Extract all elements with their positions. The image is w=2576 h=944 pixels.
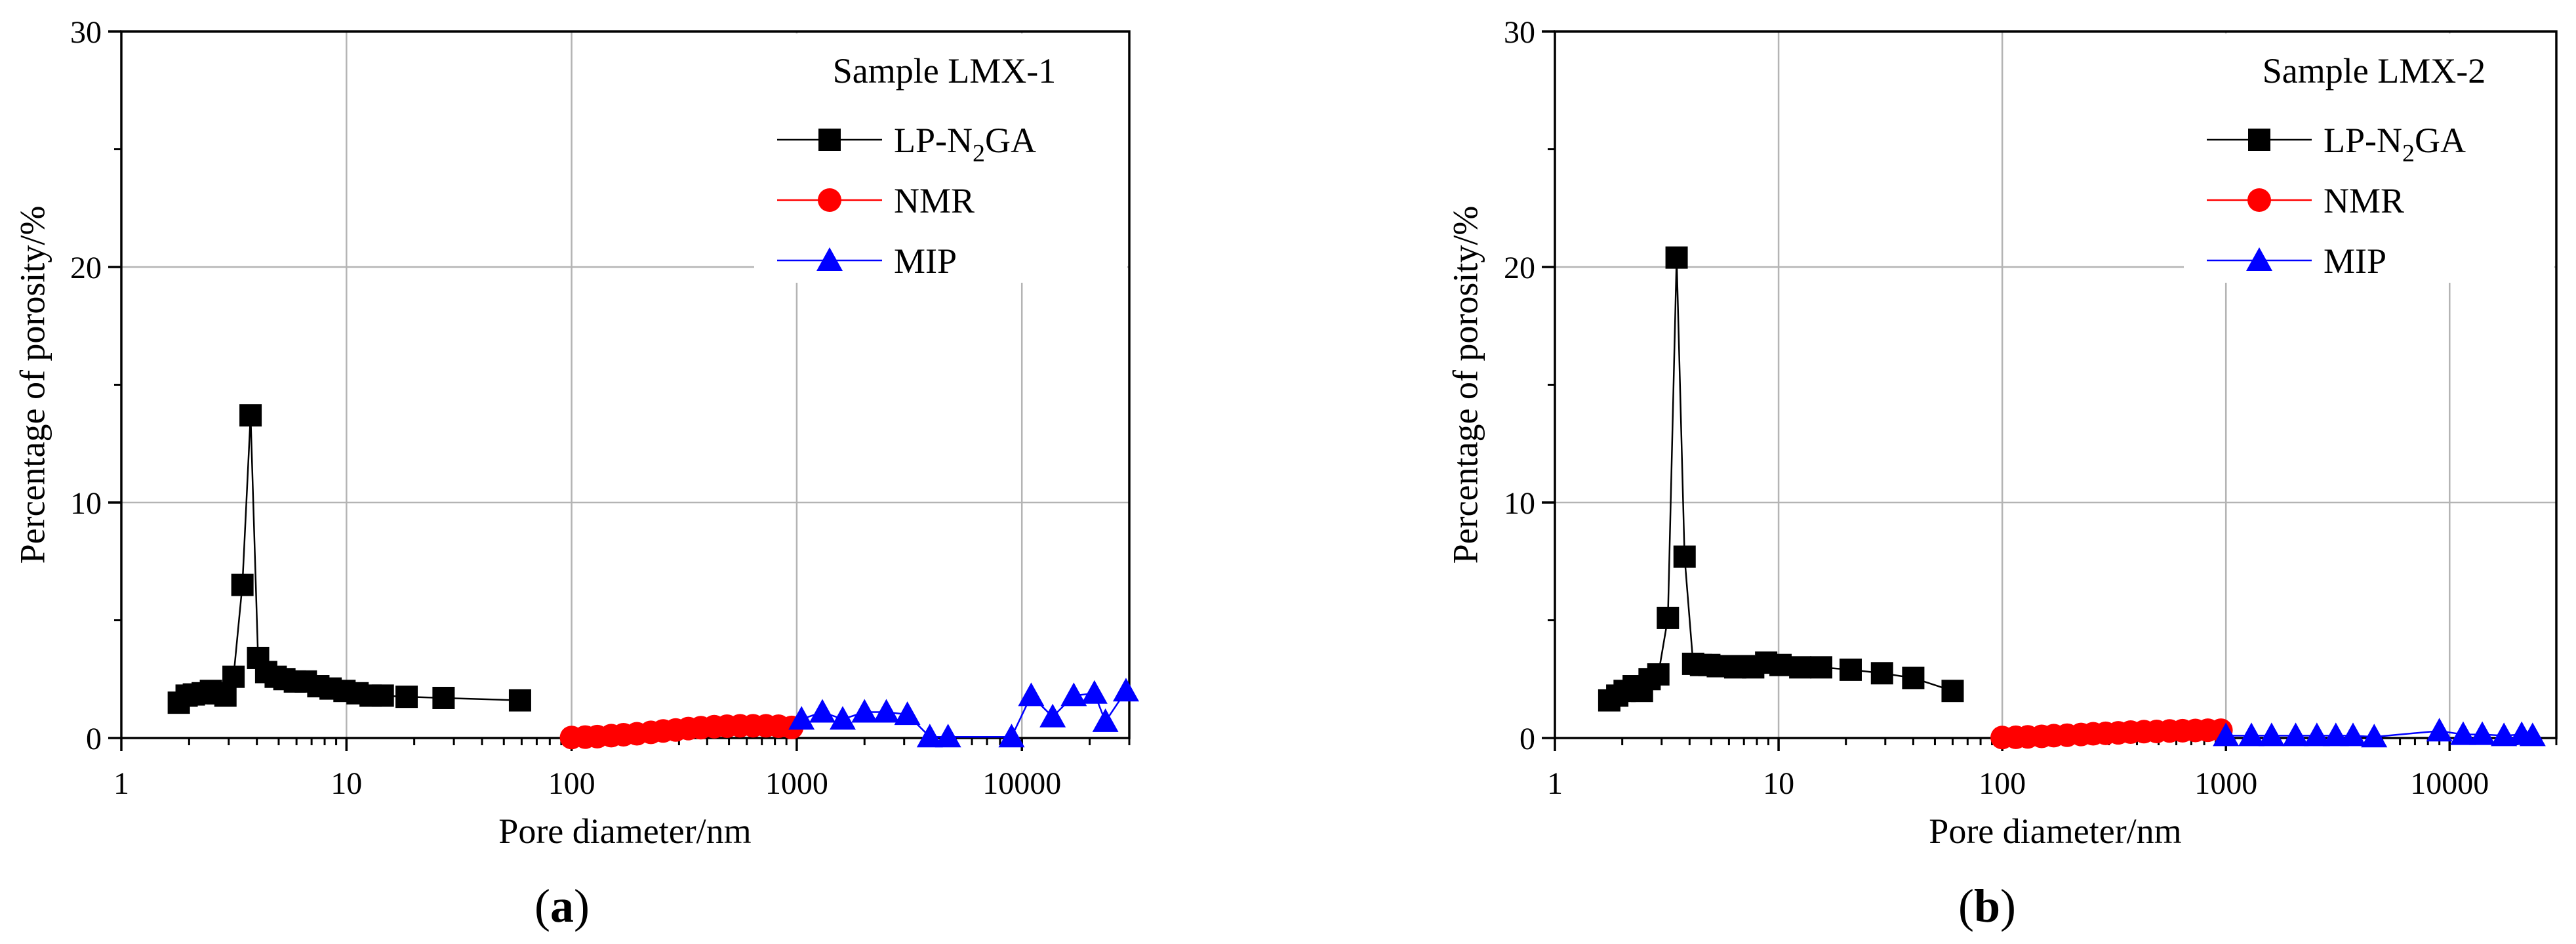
y-axis-label: Percentage of porosity/% — [1445, 206, 1485, 564]
x-tick-label: 100 — [1979, 766, 2026, 801]
data-point — [2322, 722, 2349, 747]
data-point — [395, 686, 418, 708]
data-point — [2449, 721, 2476, 745]
y-tick-label: 30 — [70, 15, 102, 50]
series-nmr — [559, 714, 804, 750]
legend-marker — [818, 129, 841, 151]
data-point — [222, 665, 245, 688]
data-point — [894, 701, 921, 726]
series-line — [1609, 257, 1953, 701]
data-point — [1647, 663, 1670, 686]
data-point — [998, 724, 1025, 748]
data-point — [829, 706, 856, 730]
legend-title: Sample LMX-1 — [833, 51, 1056, 91]
panel-label: (b) — [1958, 880, 2016, 932]
data-point — [1657, 606, 1680, 629]
y-tick-label: 10 — [70, 486, 102, 521]
data-point — [1112, 678, 1139, 702]
legend-entry-label: NMR — [894, 181, 975, 220]
data-point — [432, 686, 455, 709]
legend-marker — [2247, 188, 2271, 212]
data-point — [2426, 718, 2453, 742]
series-lp-n2ga — [167, 404, 531, 714]
data-point — [2339, 722, 2366, 747]
legend-entry-label: LP-N2GA — [894, 121, 1036, 167]
data-point — [371, 684, 394, 707]
x-tick-label: 1 — [113, 766, 129, 801]
y-tick-label: 30 — [1504, 15, 1535, 50]
data-point — [2213, 722, 2240, 747]
data-point — [2238, 722, 2265, 747]
legend-marker — [816, 247, 843, 271]
data-point — [2282, 722, 2309, 747]
series-nmr — [1990, 718, 2233, 750]
x-tick-label: 10000 — [2410, 766, 2489, 801]
data-point — [239, 404, 262, 427]
data-point — [1870, 662, 1893, 685]
data-point — [1809, 656, 1832, 679]
series-line — [178, 415, 520, 704]
data-point — [2258, 722, 2285, 747]
x-tick-label: 1000 — [765, 766, 828, 801]
legend-entry-label: LP-N2GA — [2324, 121, 2466, 167]
series-lp-n2ga — [1598, 246, 1964, 712]
data-point — [809, 699, 836, 723]
x-axis-label: Pore diameter/nm — [1929, 811, 2181, 851]
data-point — [873, 699, 900, 723]
legend-box — [754, 33, 1127, 283]
y-tick-label: 10 — [1504, 486, 1535, 521]
data-point — [2469, 721, 2496, 745]
x-tick-label: 10 — [331, 766, 362, 801]
series-mip — [788, 678, 1139, 748]
x-tick-label: 1 — [1547, 766, 1563, 801]
y-tick-label: 0 — [86, 722, 102, 756]
data-point — [1060, 682, 1087, 707]
legend-box — [2184, 33, 2554, 283]
data-point — [1902, 667, 1925, 689]
data-point — [1081, 680, 1108, 704]
series-mip — [2213, 718, 2546, 748]
panel-label: (a) — [534, 880, 590, 932]
legend-marker — [2246, 247, 2272, 271]
data-point — [231, 573, 254, 596]
legend-title: Sample LMX-2 — [2263, 51, 2485, 91]
chart-panel-a: 1 10 100 1000 10000 0 10 20 30 Pore diameter/nm Pe… — [12, 15, 1139, 932]
legend-marker — [2248, 129, 2270, 151]
y-tick-label: 20 — [1504, 251, 1535, 285]
chart-panel-b: 1 10 100 1000 10000 0 10 20 30 Pore diameter/nm Pe… — [1445, 15, 2558, 932]
y-tick-label: 20 — [70, 251, 102, 285]
x-tick-label: 1000 — [2194, 766, 2257, 801]
data-point — [935, 724, 961, 748]
data-point — [2303, 722, 2330, 747]
data-point — [1769, 653, 1792, 676]
data-point — [1789, 656, 1812, 679]
data-point — [1673, 545, 1696, 568]
data-point — [2361, 724, 2388, 748]
data-point — [1039, 703, 1066, 728]
data-point — [916, 724, 943, 748]
x-axis-label: Pore diameter/nm — [498, 811, 751, 851]
data-point — [1941, 680, 1964, 703]
x-tick-label: 10000 — [982, 766, 1061, 801]
x-tick-label: 100 — [548, 766, 595, 801]
data-point — [788, 706, 815, 730]
data-point — [1839, 658, 1862, 681]
data-point — [1018, 682, 1045, 707]
y-axis-label: Percentage of porosity/% — [12, 206, 52, 564]
data-point — [851, 699, 878, 723]
legend-marker — [818, 188, 841, 212]
x-tick-label: 10 — [1763, 766, 1794, 801]
legend-entry-label: MIP — [2324, 241, 2386, 281]
legend-entry-label: MIP — [894, 241, 957, 281]
data-point — [1092, 708, 1119, 732]
data-point — [1665, 246, 1688, 269]
data-point — [214, 684, 237, 707]
legend-entry-label: NMR — [2324, 181, 2404, 220]
data-point — [508, 689, 531, 712]
data-point — [2491, 722, 2518, 747]
y-tick-label: 0 — [1519, 722, 1535, 756]
data-point — [2519, 722, 2546, 747]
